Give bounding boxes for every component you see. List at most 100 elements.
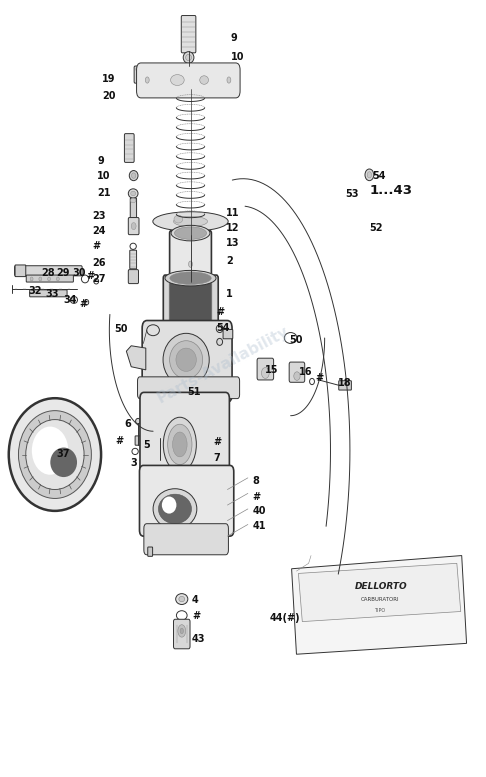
Ellipse shape [227,77,231,83]
FancyBboxPatch shape [15,266,82,276]
Text: #: # [92,242,101,251]
Ellipse shape [131,172,136,179]
Text: CARBURATORI: CARBURATORI [361,598,399,602]
Text: 21: 21 [97,188,111,197]
Ellipse shape [174,227,207,239]
Ellipse shape [186,54,191,61]
FancyBboxPatch shape [223,329,233,339]
Ellipse shape [51,448,77,477]
Ellipse shape [200,75,208,84]
FancyBboxPatch shape [159,394,198,409]
Ellipse shape [261,368,269,378]
Ellipse shape [174,217,208,227]
Ellipse shape [165,270,216,286]
Text: 26: 26 [92,259,106,268]
Text: 40: 40 [253,507,266,516]
Text: 13: 13 [226,239,240,248]
Ellipse shape [153,489,197,529]
Ellipse shape [185,229,196,239]
FancyBboxPatch shape [130,198,137,218]
Ellipse shape [130,198,136,203]
Text: 24: 24 [92,226,106,235]
FancyBboxPatch shape [142,444,148,463]
Text: 54: 54 [216,323,230,333]
FancyBboxPatch shape [134,66,142,83]
Ellipse shape [48,277,51,281]
Ellipse shape [30,277,33,281]
Text: 10: 10 [231,52,244,61]
Ellipse shape [174,404,183,410]
Text: 30: 30 [72,268,86,277]
FancyBboxPatch shape [169,282,212,324]
Ellipse shape [178,625,186,637]
FancyBboxPatch shape [128,270,139,284]
FancyBboxPatch shape [135,436,141,445]
FancyBboxPatch shape [170,231,211,284]
Text: 29: 29 [56,268,69,277]
Text: 11: 11 [226,208,240,218]
Text: TIPO: TIPO [375,608,385,613]
Text: 41: 41 [253,521,266,531]
FancyBboxPatch shape [124,134,134,162]
Ellipse shape [173,432,187,457]
FancyBboxPatch shape [15,265,26,277]
Text: 16: 16 [299,368,312,377]
Ellipse shape [18,410,91,499]
Ellipse shape [158,494,191,524]
Ellipse shape [158,437,163,442]
Ellipse shape [136,67,140,72]
Ellipse shape [188,232,193,236]
Ellipse shape [294,371,300,381]
Text: 3: 3 [130,458,137,468]
FancyBboxPatch shape [140,392,229,481]
Polygon shape [126,346,146,370]
Text: 34: 34 [63,295,77,305]
Polygon shape [292,556,467,654]
FancyBboxPatch shape [128,218,139,235]
Ellipse shape [131,223,136,230]
FancyBboxPatch shape [26,275,73,282]
Ellipse shape [168,424,192,465]
Ellipse shape [176,594,188,605]
Text: 5: 5 [143,441,150,450]
Text: Parts-Availability: Parts-Availability [155,324,292,406]
Text: 52: 52 [369,224,383,233]
Text: #: # [315,374,323,383]
Ellipse shape [189,261,192,267]
FancyBboxPatch shape [157,442,163,461]
Ellipse shape [183,51,194,63]
Text: 4: 4 [192,595,199,605]
Text: 7: 7 [214,454,221,463]
Ellipse shape [170,272,211,284]
Ellipse shape [9,399,101,511]
FancyBboxPatch shape [289,362,305,382]
Text: 54: 54 [372,172,385,181]
Ellipse shape [162,497,176,514]
Ellipse shape [129,171,138,180]
FancyBboxPatch shape [174,619,190,649]
Text: DELLORTO: DELLORTO [355,582,408,591]
Ellipse shape [26,420,84,490]
Polygon shape [298,563,461,622]
Text: 12: 12 [226,224,240,233]
Text: 8: 8 [253,476,260,486]
Ellipse shape [176,348,196,371]
Ellipse shape [136,418,140,423]
Text: 44(#): 44(#) [270,613,300,622]
Ellipse shape [171,225,210,241]
Text: 37: 37 [56,449,69,458]
Text: 9: 9 [97,156,104,166]
Ellipse shape [367,172,372,178]
Text: #: # [87,271,95,280]
Text: #: # [253,492,261,501]
FancyBboxPatch shape [144,524,228,555]
Ellipse shape [128,189,138,198]
Text: #: # [216,308,225,317]
Ellipse shape [163,417,196,472]
Ellipse shape [170,340,203,378]
Text: 20: 20 [102,91,116,100]
Text: #: # [79,299,87,308]
Text: 28: 28 [41,268,55,277]
Text: 9: 9 [231,33,238,43]
Text: 6: 6 [124,420,131,429]
